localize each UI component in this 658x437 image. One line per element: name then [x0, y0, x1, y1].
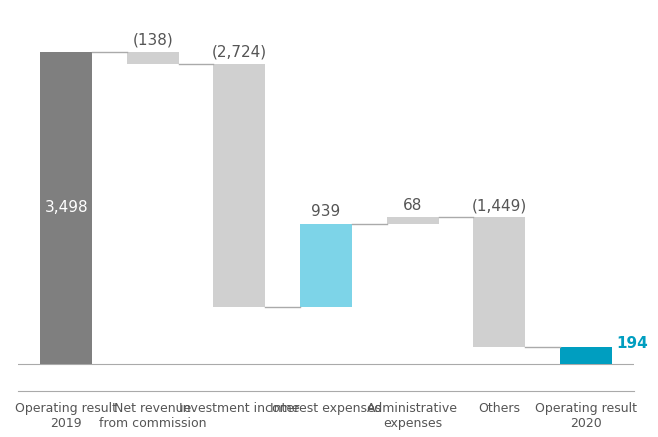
Bar — [40, 52, 92, 364]
Text: (2,724): (2,724) — [212, 45, 267, 60]
Text: 3,498: 3,498 — [45, 201, 89, 215]
Text: 939: 939 — [311, 204, 341, 219]
Text: 194: 194 — [617, 336, 648, 351]
Bar — [213, 64, 265, 307]
Bar — [387, 218, 439, 223]
Bar — [127, 52, 179, 64]
Text: (138): (138) — [132, 32, 173, 48]
Text: 68: 68 — [403, 198, 422, 213]
Text: (1,449): (1,449) — [472, 198, 527, 213]
Bar — [300, 223, 352, 307]
Bar — [560, 347, 612, 364]
Bar — [473, 218, 525, 347]
